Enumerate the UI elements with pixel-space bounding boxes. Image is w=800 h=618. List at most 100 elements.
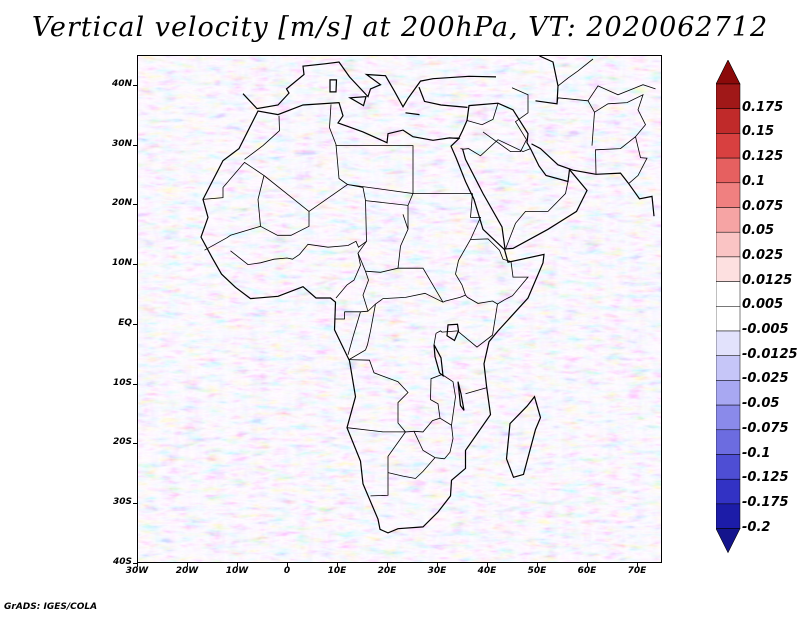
field-texture-overlay (138, 56, 661, 562)
border-line-38 (628, 136, 648, 184)
colorbar-label: -0.1 (742, 445, 771, 461)
lat-tick (133, 264, 137, 266)
persia-coastline (531, 143, 655, 217)
colorbar-label: 0.05 (742, 223, 775, 239)
border-line-15 (347, 311, 361, 355)
lon-label-10w: 10W (225, 566, 249, 576)
border-line-18 (346, 427, 407, 497)
colorbar-swatch (716, 83, 741, 109)
colorbar-label: 0.0125 (742, 272, 793, 288)
lake-victoria (446, 323, 460, 342)
border-line-39 (587, 84, 656, 102)
lat-label-30s: 30S (112, 497, 132, 508)
border-line-32 (482, 131, 527, 152)
colorbar-swatch (716, 207, 741, 233)
border-line-13 (344, 310, 369, 313)
lon-label-70e: 70E (627, 566, 647, 576)
lon-tick (187, 563, 188, 567)
border-line-27 (455, 193, 482, 296)
border-line-28 (470, 238, 529, 305)
lat-tick (133, 443, 137, 445)
border-line-40 (557, 58, 594, 87)
lon-tick (387, 563, 388, 567)
border-line-35 (511, 87, 529, 140)
colorbar-swatch (716, 429, 741, 455)
colorbar-label: 0.075 (742, 198, 784, 214)
border-line-16 (348, 303, 376, 360)
lat-tick (133, 383, 137, 385)
border-line-7 (260, 175, 310, 236)
border-line-11 (335, 253, 361, 299)
chart-title: Vertical velocity [m/s] at 200hPa, VT: 2… (31, 12, 769, 43)
lat-label-10n: 10N (111, 258, 132, 269)
country-borders (202, 58, 656, 497)
lat-tick (133, 144, 137, 146)
colorbar-swatch (716, 404, 741, 431)
sicily (348, 95, 367, 107)
colorbar-swatch (716, 306, 741, 332)
colorbar-swatch (716, 478, 741, 505)
border-line-6 (202, 161, 265, 251)
colorbar-swatch (716, 256, 741, 282)
colorbar-label: 0.1 (742, 173, 766, 189)
madagascar-coastline (505, 395, 542, 479)
caspian-coastline (535, 56, 559, 105)
lat-tick (133, 204, 137, 206)
colorbar-max-arrow (716, 60, 741, 85)
border-line-34 (505, 181, 569, 250)
border-line-21 (413, 417, 454, 460)
border-line-22 (430, 374, 456, 426)
lat-label-20n: 20N (111, 198, 132, 209)
lat-tick (133, 84, 137, 86)
border-line-9 (365, 200, 409, 206)
colorbar-label: 0.175 (742, 99, 784, 115)
colorbar-swatch (716, 454, 741, 480)
border-line-23 (465, 387, 487, 395)
colorbar-swatch (716, 108, 741, 134)
border-line-17 (348, 359, 415, 433)
lat-label-40s: 40S (112, 557, 132, 567)
border-line-26 (433, 333, 437, 345)
lon-label-40e: 40E (477, 566, 497, 576)
colorbar-swatch (716, 355, 741, 381)
colorbar-label: 0.15 (742, 124, 775, 140)
border-line-19 (413, 431, 445, 460)
map-panel (137, 55, 662, 563)
colorbar-label: 0.025 (742, 247, 784, 263)
lat-label-20s: 20S (112, 437, 132, 448)
grads-credit: GrADS: IGES/COLA (4, 602, 98, 612)
colorbar-swatch (716, 281, 741, 307)
crete (405, 112, 420, 116)
colorbar-label: -0.005 (742, 322, 789, 337)
border-line-29 (402, 214, 409, 230)
lon-label-60e: 60E (577, 566, 597, 576)
lake-tanganyika (433, 344, 444, 378)
colorbar-swatch (716, 380, 741, 406)
colorbar-swatch (716, 182, 741, 208)
colorbar-swatch (716, 330, 741, 356)
colorbar-label: 0.005 (742, 297, 784, 313)
colorbar-min-arrow (716, 528, 741, 554)
colorbar-label: -0.175 (742, 494, 789, 510)
colorbar-label: -0.05 (742, 396, 780, 412)
colorbar-label: -0.025 (742, 371, 789, 387)
lon-label-0: 0 (283, 566, 291, 576)
lat-tick (133, 563, 137, 564)
colorbar-swatch (716, 157, 741, 184)
border-line-20 (387, 457, 436, 479)
europe-coastline (242, 61, 497, 110)
lon-tick (237, 563, 238, 567)
colorbar-swatch (716, 503, 741, 529)
sardinia (329, 79, 338, 93)
africa-coastline (200, 101, 545, 534)
lon-tick (637, 563, 638, 567)
lat-label-eq: EQ (118, 317, 132, 328)
border-line-31 (460, 139, 531, 157)
border-line-2 (329, 104, 348, 185)
lon-label-30e: 30E (427, 566, 447, 576)
border-line-24 (442, 294, 498, 348)
lat-tick (133, 323, 137, 325)
velocity-field-map (138, 56, 661, 562)
colorbar-label: 0.125 (742, 149, 784, 165)
lon-tick (587, 563, 588, 567)
